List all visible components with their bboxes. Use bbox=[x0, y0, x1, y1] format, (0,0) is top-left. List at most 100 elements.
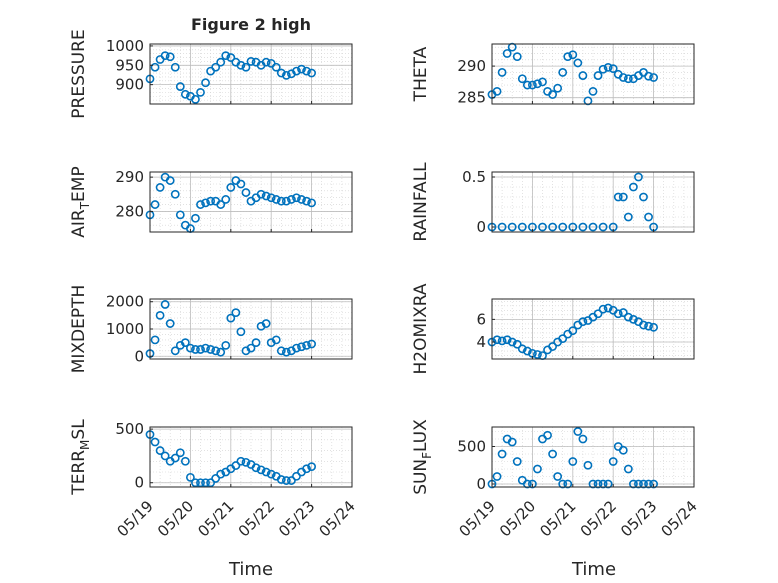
data-point bbox=[286, 476, 296, 485]
data-point bbox=[175, 448, 185, 458]
data-point bbox=[175, 82, 185, 91]
data-point bbox=[583, 460, 593, 470]
data-point bbox=[649, 322, 658, 332]
data-point bbox=[211, 346, 221, 356]
data-point bbox=[216, 347, 226, 357]
y-tick-label: 500 bbox=[115, 420, 144, 438]
minor-grid bbox=[149, 44, 353, 105]
data-point bbox=[236, 456, 246, 466]
axes-box bbox=[491, 298, 695, 360]
y-tick-label: 2000 bbox=[106, 293, 144, 311]
data-point bbox=[578, 434, 588, 444]
y-tick-label: 280 bbox=[115, 202, 144, 220]
axes-box bbox=[491, 171, 695, 233]
data-point bbox=[241, 62, 251, 72]
data-point bbox=[297, 342, 306, 352]
data-markers bbox=[487, 427, 658, 489]
y-tick-label: 0.5 bbox=[462, 168, 486, 186]
data-point bbox=[276, 68, 286, 78]
data-point bbox=[558, 334, 568, 344]
data-point bbox=[251, 338, 261, 348]
data-point bbox=[533, 350, 542, 359]
data-point bbox=[593, 479, 603, 489]
data-point bbox=[507, 437, 517, 447]
axes-box bbox=[149, 171, 353, 233]
data-point bbox=[201, 343, 210, 353]
data-point bbox=[522, 479, 532, 489]
y-axis-label: MIXDEPTH bbox=[69, 285, 89, 374]
data-point bbox=[206, 478, 215, 488]
data-point bbox=[623, 212, 633, 222]
data-point bbox=[216, 469, 226, 479]
data-point bbox=[644, 321, 653, 331]
data-point bbox=[548, 90, 557, 99]
data-point bbox=[603, 303, 613, 313]
data-point bbox=[573, 58, 583, 68]
data-point bbox=[226, 53, 236, 62]
axes-box bbox=[491, 43, 695, 105]
subplot-air-temp: 280 290 AIRTEMP bbox=[69, 166, 353, 238]
data-point bbox=[175, 210, 185, 220]
data-point bbox=[649, 73, 658, 82]
data-point bbox=[497, 68, 507, 77]
data-point bbox=[160, 300, 170, 309]
data-point bbox=[644, 71, 653, 81]
data-point bbox=[206, 196, 215, 206]
data-point bbox=[634, 479, 643, 489]
data-point bbox=[588, 86, 598, 96]
y-tick-label: 290 bbox=[115, 168, 144, 186]
data-point bbox=[639, 320, 648, 330]
subplot-theta: 285 290 THETA bbox=[411, 42, 695, 107]
data-point bbox=[170, 62, 180, 72]
x-axis-label-right: Time bbox=[571, 559, 616, 580]
data-point bbox=[155, 446, 165, 455]
data-point bbox=[603, 479, 613, 489]
data-point bbox=[588, 479, 598, 489]
data-point bbox=[512, 339, 522, 349]
data-point bbox=[613, 309, 623, 319]
data-point bbox=[170, 346, 180, 356]
data-point bbox=[603, 62, 613, 72]
data-point bbox=[502, 49, 512, 58]
data-point bbox=[261, 467, 271, 477]
data-point bbox=[261, 57, 271, 67]
data-point bbox=[180, 338, 190, 348]
data-point bbox=[522, 80, 532, 90]
y-axis-label: TERRMSL bbox=[69, 419, 92, 496]
data-point bbox=[528, 80, 537, 90]
data-point bbox=[307, 198, 316, 208]
data-point bbox=[216, 57, 226, 67]
data-point bbox=[649, 479, 658, 489]
data-point bbox=[196, 345, 205, 354]
y-axis-label: PRESSURE bbox=[69, 29, 89, 118]
data-point bbox=[226, 183, 236, 192]
data-point bbox=[281, 347, 291, 357]
data-point bbox=[593, 71, 603, 80]
data-point bbox=[634, 172, 643, 182]
data-point bbox=[150, 437, 160, 447]
data-point bbox=[502, 335, 512, 345]
data-point bbox=[533, 79, 542, 89]
data-point bbox=[517, 344, 527, 354]
data-point bbox=[155, 310, 165, 320]
data-point bbox=[165, 319, 175, 328]
axes-box bbox=[149, 426, 353, 488]
data-point bbox=[492, 335, 502, 345]
data-point bbox=[543, 430, 552, 440]
y-tick-label: 290 bbox=[457, 57, 486, 75]
data-point bbox=[578, 71, 588, 80]
data-point bbox=[307, 68, 316, 78]
data-point bbox=[644, 479, 653, 489]
major-grid bbox=[491, 299, 695, 359]
subplot-mixdepth: 0 1000 2000 MIXDEPTH bbox=[69, 285, 353, 374]
data-point bbox=[573, 427, 583, 436]
data-point bbox=[507, 337, 517, 347]
data-point bbox=[246, 343, 256, 353]
figure-title: Figure 2 high bbox=[191, 15, 311, 34]
data-point bbox=[568, 457, 578, 466]
x-axis-label-left: Time bbox=[228, 559, 273, 580]
data-point bbox=[563, 479, 573, 489]
data-point bbox=[276, 475, 286, 484]
axes-box bbox=[149, 43, 353, 105]
data-point bbox=[196, 478, 205, 488]
